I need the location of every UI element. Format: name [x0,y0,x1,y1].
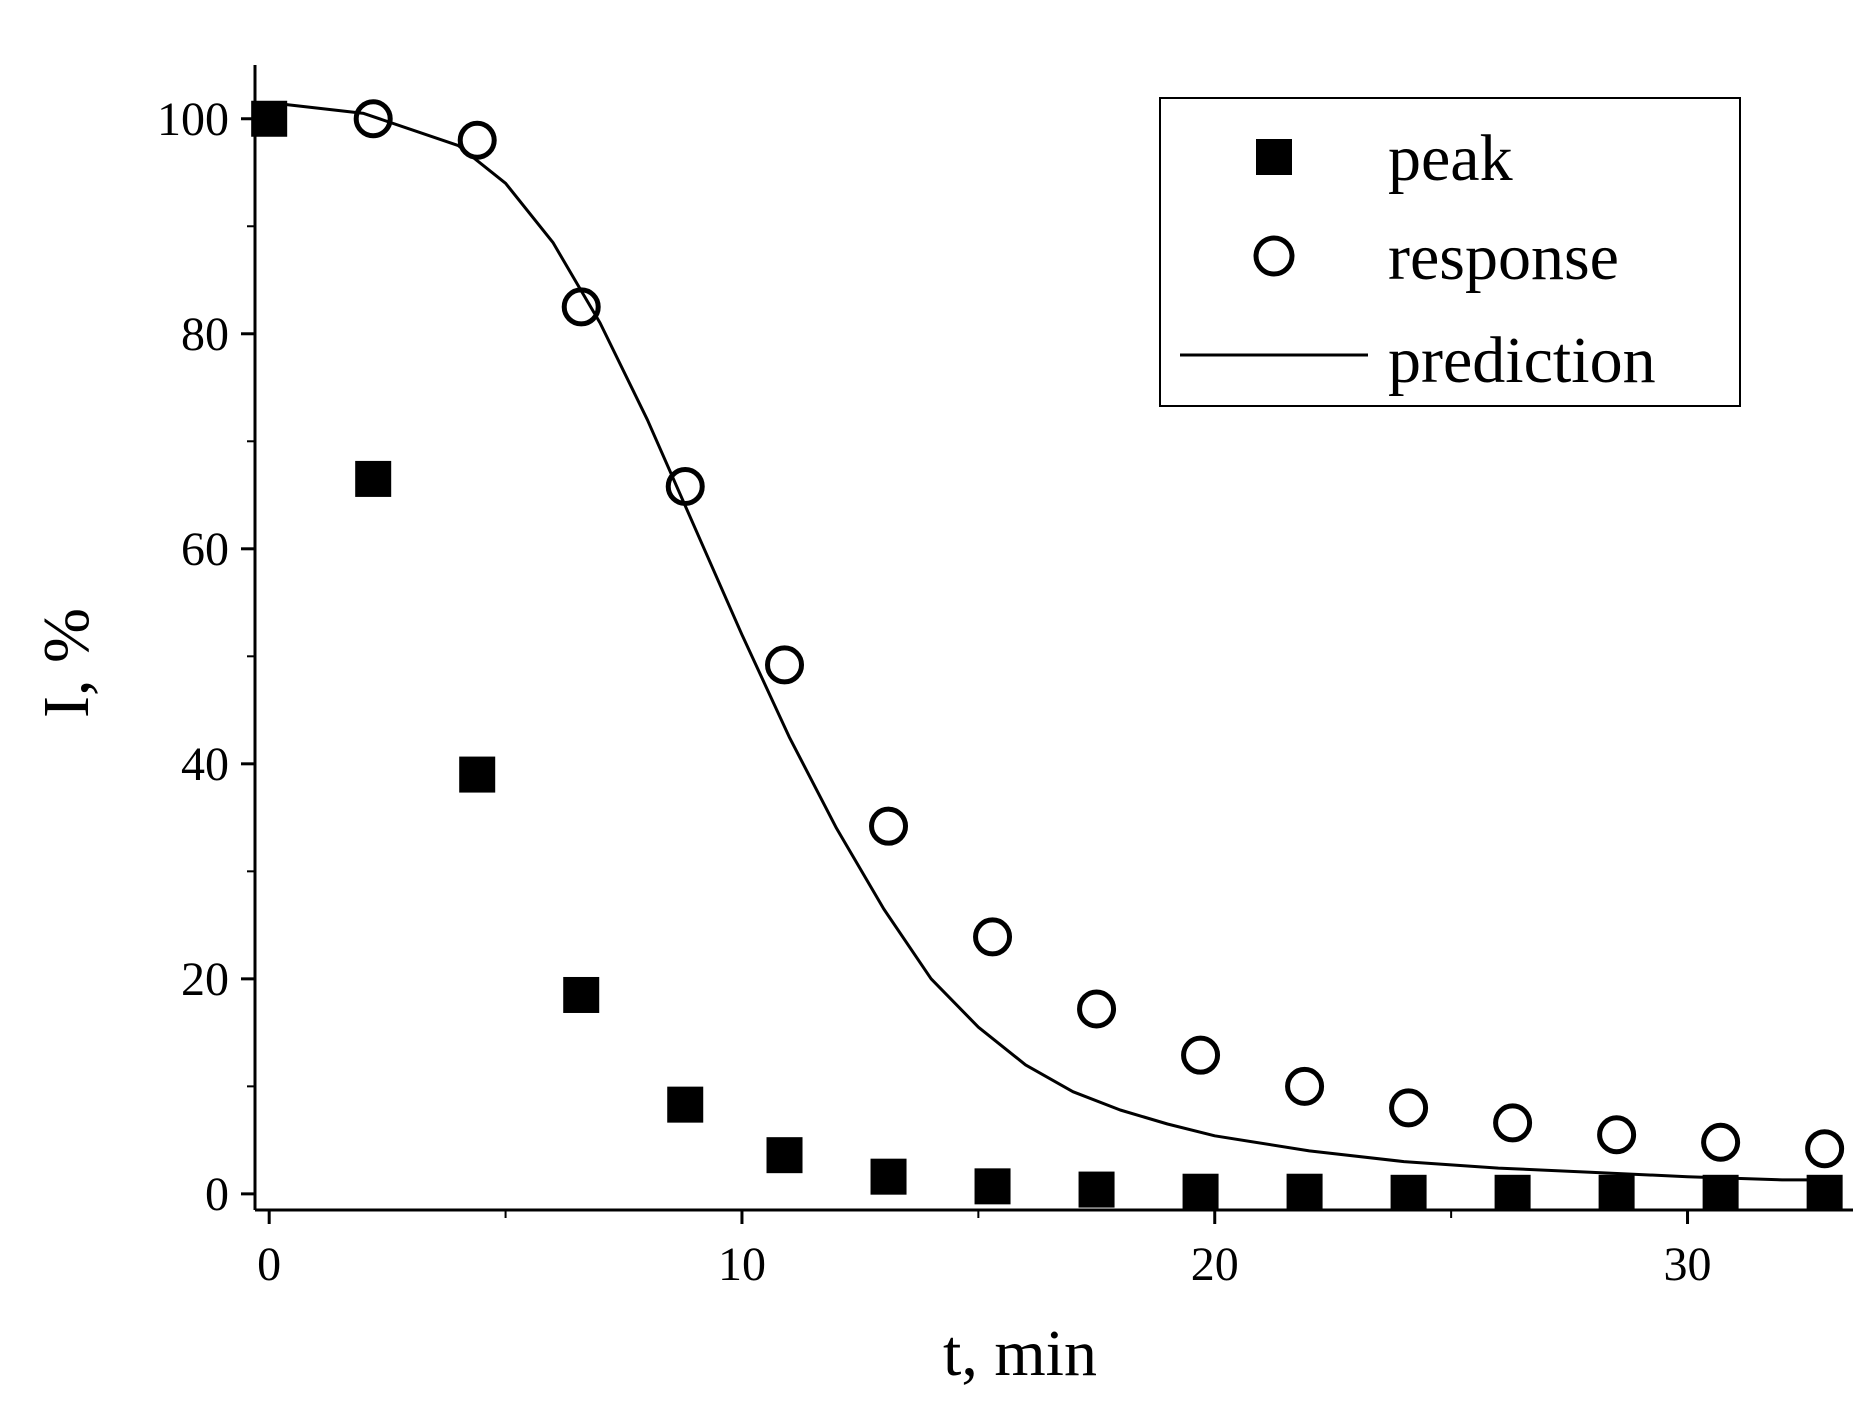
legend-response-marker [1253,235,1295,277]
peak-point [870,1158,907,1195]
y-axis-ticks: 0 20 40 60 80 100 [157,93,255,1221]
peak-point [667,1086,704,1123]
peak-point [1286,1173,1323,1210]
series-peak [251,100,1843,1211]
peak-point [1494,1174,1531,1211]
response-point [1597,1115,1637,1155]
peak-point [355,460,392,497]
x-tick-label: 0 [257,1238,281,1291]
response-point [561,287,601,327]
y-axis-title: I, % [30,608,103,718]
x-axis-title: t, min [943,1317,1097,1390]
response-point [765,645,805,685]
peak-point [974,1168,1011,1205]
legend-prediction-label: prediction [1388,324,1656,397]
x-tick-label: 30 [1664,1238,1712,1291]
peak-point [1702,1174,1739,1211]
legend-peak-marker [1256,139,1292,175]
response-point [869,806,909,846]
prediction-line [269,101,1830,1182]
response-point [1805,1129,1845,1169]
legend-peak-label: peak [1388,122,1513,195]
y-tick-label: 0 [205,1168,229,1221]
peak-point [766,1137,803,1174]
y-tick-label: 100 [157,93,229,146]
series-layer [251,99,1845,1211]
response-point [1493,1103,1533,1143]
peak-point [1598,1174,1635,1211]
response-point [665,466,705,506]
y-tick-label: 80 [181,308,229,361]
legend-response-label: response [1388,221,1619,294]
series-response [353,99,1845,1169]
peak-point [251,100,288,137]
peak-point [563,976,600,1013]
peak-point [1078,1171,1115,1208]
response-point [1181,1035,1221,1075]
response-point [973,917,1013,957]
peak-point [459,756,496,793]
x-tick-label: 10 [718,1238,766,1291]
response-point [457,120,497,160]
response-point [1285,1066,1325,1106]
y-tick-label: 40 [181,738,229,791]
legend: peak response prediction [1159,97,1741,407]
y-tick-label: 20 [181,953,229,1006]
series-prediction [269,101,1830,1182]
x-tick-label: 20 [1191,1238,1239,1291]
response-point [1389,1088,1429,1128]
response-point [353,99,393,139]
peak-point [1390,1174,1427,1211]
peak-point [1182,1173,1219,1210]
plot-frame [253,65,1853,1212]
response-point [1077,989,1117,1029]
x-axis-ticks: 0 10 20 30 [257,1210,1712,1291]
y-tick-label: 60 [181,523,229,576]
response-point [1701,1122,1741,1162]
